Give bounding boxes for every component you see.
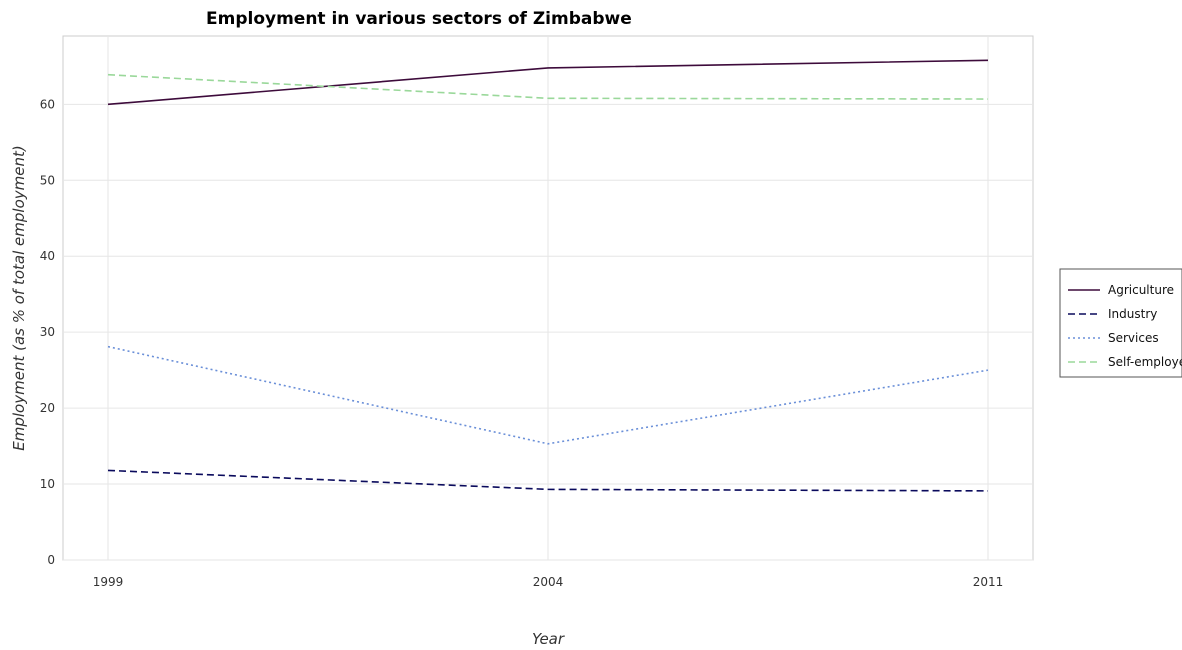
series-line-services <box>107 345 989 445</box>
x-tick-label: 1999 <box>93 575 124 589</box>
x-tick-label: 2004 <box>533 575 564 589</box>
y-tick-label: 0 <box>47 553 55 567</box>
y-tick-label: 50 <box>40 173 55 187</box>
legend: Agriculture Industry Services Self-employed <box>1059 268 1182 378</box>
series-line-industry <box>107 469 989 492</box>
legend-box <box>1059 268 1182 378</box>
series-line-agriculture <box>107 59 989 106</box>
chart-title: Employment in various sectors of Zimbabw… <box>206 9 632 29</box>
series-line-self-employed <box>107 73 989 100</box>
legend-label-industry: Industry <box>1108 307 1157 321</box>
legend-label-services: Services <box>1108 331 1159 345</box>
legend-label-agriculture: Agriculture <box>1108 283 1174 297</box>
series-lines <box>107 59 989 492</box>
y-tick-label: 20 <box>40 401 55 415</box>
y-tick-label: 10 <box>40 477 55 491</box>
grid <box>63 36 1033 561</box>
x-axis-label: Year <box>532 630 565 648</box>
legend-label-self-employed: Self-employed <box>1108 355 1182 369</box>
axes: 0 10 20 30 40 50 60 1999 2004 2011 <box>40 97 1004 589</box>
y-tick-label: 40 <box>40 249 55 263</box>
y-axis-label: Employment (as % of total employment) <box>10 145 28 450</box>
x-tick-label: 2011 <box>973 575 1004 589</box>
y-tick-label: 30 <box>40 325 55 339</box>
y-tick-label: 60 <box>40 97 55 111</box>
